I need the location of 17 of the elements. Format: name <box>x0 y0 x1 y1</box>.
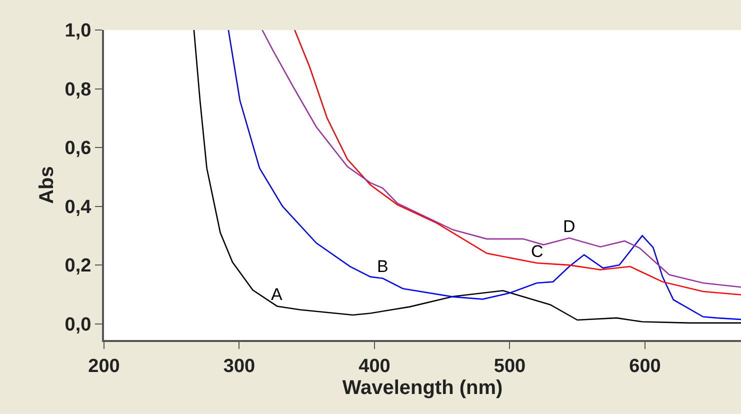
y-axis-title: Abs <box>36 166 58 204</box>
annotation: D <box>563 217 576 236</box>
x-tick-label: 300 <box>223 356 256 377</box>
x-tick-label: 400 <box>358 356 390 377</box>
x-axis-title: Wavelength (nm) <box>342 376 503 399</box>
x-tick-label: 200 <box>88 356 120 377</box>
annotation: A <box>271 285 283 304</box>
y-tick-label: 0,6 <box>64 138 92 160</box>
y-tick-label: 0,8 <box>64 79 92 100</box>
y-tick-label: 0,0 <box>64 314 92 336</box>
annotation: C <box>531 242 544 261</box>
y-tick-label: 1,0 <box>64 20 92 42</box>
annotation: B <box>377 257 388 276</box>
x-tick-label: 600 <box>629 356 661 377</box>
y-tick-label: 0,2 <box>64 256 92 277</box>
y-tick-label: 0,4 <box>64 196 92 218</box>
x-tick-label: 500 <box>494 356 526 377</box>
